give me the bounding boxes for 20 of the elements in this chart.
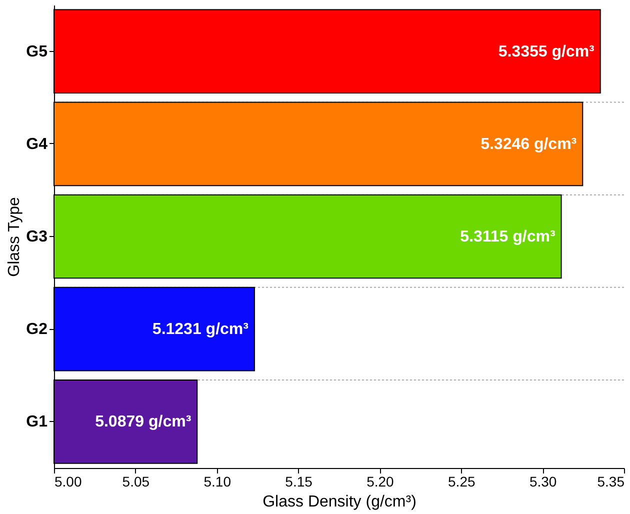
x-tick-label: 5.15 bbox=[285, 474, 313, 490]
x-tick-label: 5.25 bbox=[448, 474, 476, 490]
data-label: 5.0879 g/cm³ bbox=[95, 414, 192, 431]
x-tick-label: 5.30 bbox=[529, 474, 557, 490]
y-tick-label: G4 bbox=[26, 136, 48, 153]
y-tick-label: G5 bbox=[26, 43, 48, 60]
x-tick-label: 5.35 bbox=[597, 474, 625, 490]
y-axis-title: Glass Type bbox=[6, 197, 24, 277]
x-tick-label: 5.20 bbox=[366, 474, 394, 490]
data-label: 5.3355 g/cm³ bbox=[498, 43, 594, 60]
data-label: 5.3115 g/cm³ bbox=[460, 228, 556, 246]
data-label: 5.3246 g/cm³ bbox=[480, 136, 577, 153]
y-tick-label: G3 bbox=[26, 228, 48, 246]
x-tick-label: 5.10 bbox=[204, 474, 232, 490]
y-tick-label: G2 bbox=[26, 321, 48, 338]
x-tick-label: 5.00 bbox=[54, 474, 82, 490]
data-label: 5.1231 g/cm³ bbox=[152, 321, 248, 338]
y-tick-label: G1 bbox=[26, 414, 48, 431]
x-axis-title: Glass Density (g/cm³) bbox=[262, 494, 416, 510]
x-tick-label: 5.05 bbox=[122, 474, 150, 490]
